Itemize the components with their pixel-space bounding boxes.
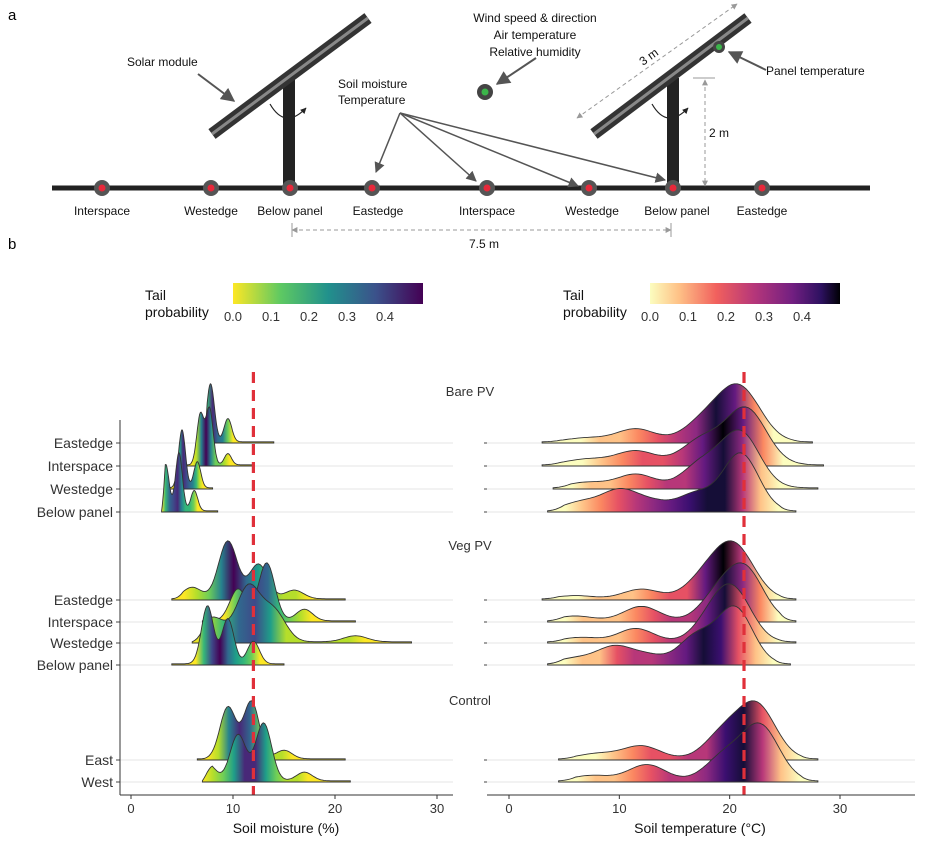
x-tick-label: 20 (722, 801, 736, 816)
legend-title-2: probability (145, 304, 209, 320)
row-label: Interspace (48, 614, 114, 630)
spacing-label: 7.5 m (469, 237, 499, 251)
row-label: Eastedge (54, 592, 113, 608)
panel-a: a Panel temperature 3 m 2 m Wind speed &… (8, 3, 870, 251)
weather-line-3: Relative humidity (489, 45, 580, 59)
x-tick-label: 20 (328, 801, 342, 816)
panel-temperature-label: Panel temperature (766, 64, 865, 78)
sensor-interspace-2 (479, 180, 495, 196)
legend-tick: 0.0 (641, 309, 659, 324)
density-ridge (161, 452, 219, 513)
position-label: Westedge (565, 204, 619, 218)
row-label: Westedge (50, 635, 113, 651)
legend-tick: 0.2 (717, 309, 735, 324)
panel-length-label: 3 m (637, 45, 661, 68)
x-tick-label: 30 (430, 801, 444, 816)
group-title: Control (449, 693, 491, 708)
position-labels: Interspace Westedge Below panel Eastedge… (74, 204, 788, 218)
legend-tick: 0.2 (300, 309, 318, 324)
legend-tick: 0.1 (679, 309, 697, 324)
sensor-eastedge-1 (364, 180, 380, 196)
soil-moisture-chart: Bare PV Eastedge Interspace Westedge Below p… (37, 372, 495, 836)
row-label: Westedge (50, 481, 113, 497)
sensor-westedge-1 (203, 180, 219, 196)
row-label: West (81, 774, 113, 790)
legend-tick: 0.4 (376, 309, 394, 324)
left-pv-post (283, 78, 295, 188)
position-label: Interspace (74, 204, 130, 218)
legend-title-1: Tail (145, 287, 166, 303)
right-pv-post (667, 78, 679, 188)
position-label: Below panel (644, 204, 709, 218)
legend-colorbar-viridis (233, 283, 423, 304)
group-title: Bare PV (446, 384, 495, 399)
panel-temp-arrow (727, 51, 767, 71)
position-label: Westedge (184, 204, 238, 218)
sensor-eastedge-2 (754, 180, 770, 196)
sensor-westedge-2 (581, 180, 597, 196)
weather-line-2: Air temperature (494, 28, 577, 42)
group-title: Veg PV (448, 538, 492, 553)
weather-arrow (495, 57, 537, 85)
panel-length-dimension (576, 3, 738, 119)
soil-temperature-chart: 0 10 20 30 Soil temperature (°C) (484, 372, 915, 836)
density-ridge (547, 605, 791, 666)
ridgeline-charts: Bare PV Eastedge Interspace Westedge Below p… (37, 372, 915, 836)
panel-b-letter: b (8, 236, 16, 253)
solar-module-label: Solar module (127, 55, 198, 69)
sensor-interspace-1 (94, 180, 110, 196)
x-axis-title: Soil moisture (%) (233, 820, 340, 836)
panel-b: b Tail probability 0.0 0.1 0.2 0.3 0.4 T… (8, 236, 915, 836)
sensor-below-panel-1 (282, 180, 298, 196)
legend-tick: 0.4 (793, 309, 811, 324)
sensor-positions (94, 180, 770, 196)
legend-title-2: probability (563, 304, 627, 320)
left-tilt-arc (269, 103, 307, 119)
legend-colorbar-magma (650, 283, 840, 304)
panel-height-label: 2 m (709, 126, 729, 140)
legend-tick: 0.3 (338, 309, 356, 324)
panel-a-letter: a (8, 7, 17, 24)
row-label: Eastedge (54, 435, 113, 451)
position-label: Eastedge (737, 204, 788, 218)
weather-line-1: Wind speed & direction (473, 11, 596, 25)
legend-tick: 0.1 (262, 309, 280, 324)
density-ridge (171, 540, 346, 601)
legend-soil-temperature: Tail probability 0.0 0.1 0.2 0.3 0.4 (563, 283, 840, 324)
soil-sensor-label-2: Temperature (338, 93, 406, 107)
row-label: East (85, 752, 113, 768)
legend-tick: 0.0 (224, 309, 242, 324)
x-tick-label: 10 (612, 801, 626, 816)
density-ridge (186, 406, 254, 467)
position-label: Interspace (459, 204, 515, 218)
soil-sensor-label-1: Soil moisture (338, 77, 408, 91)
x-tick-label: 0 (127, 801, 134, 816)
x-axis-title: Soil temperature (°C) (634, 820, 766, 836)
row-label: Below panel (37, 504, 113, 520)
density-ridge (547, 452, 797, 513)
density-ridge (541, 383, 813, 444)
position-label: Below panel (257, 204, 322, 218)
position-label: Eastedge (353, 204, 404, 218)
row-label: Interspace (48, 458, 114, 474)
legend-tick: 0.3 (755, 309, 773, 324)
density-ridge (171, 605, 285, 666)
x-tick-label: 10 (226, 801, 240, 816)
x-tick-label: 0 (505, 801, 512, 816)
soil-sensor-arrows (374, 112, 667, 188)
density-ridge (558, 722, 819, 783)
legend-title-1: Tail (563, 287, 584, 303)
row-label: Below panel (37, 657, 113, 673)
sensor-below-panel-2 (665, 180, 681, 196)
density-ridge (201, 722, 351, 783)
x-tick-label: 30 (833, 801, 847, 816)
solar-module-arrow (197, 73, 236, 102)
legend-soil-moisture: Tail probability 0.0 0.1 0.2 0.3 0.4 (145, 283, 423, 324)
